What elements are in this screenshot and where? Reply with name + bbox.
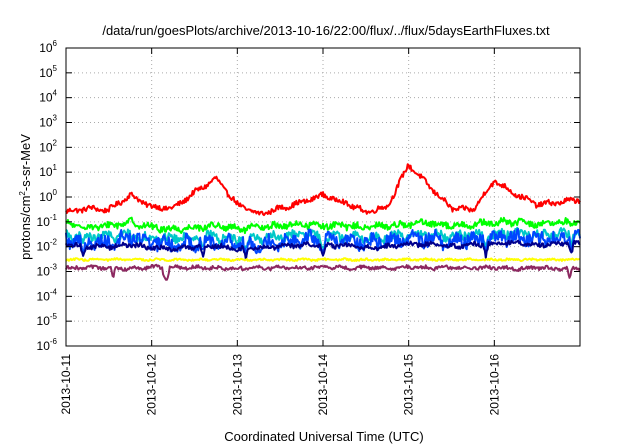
y-tick-label: 105 [39, 64, 57, 80]
y-tick-base: 10 [39, 116, 53, 130]
x-tick-label: 2013-10-13 [230, 354, 244, 416]
y-tick-exponent: 4 [53, 89, 58, 98]
x-tick-label: 2013-10-12 [145, 354, 159, 416]
y-axis-label-rest: -s-sr-MeV [18, 134, 33, 191]
axes: 10-610-510-410-310-210-11001011021031041… [37, 39, 580, 415]
y-tick-label: 102 [39, 138, 57, 154]
y-tick-exponent: -6 [50, 337, 58, 346]
x-tick-label: 2013-10-11 [59, 354, 73, 415]
y-tick-exponent: 0 [53, 188, 58, 197]
y-axis-label-main: protons/cm [18, 196, 33, 260]
y-tick-exponent: 3 [53, 114, 58, 123]
y-tick-label: 101 [39, 163, 57, 179]
y-tick-label: 10-2 [37, 238, 58, 254]
y-tick-label: 106 [39, 39, 57, 55]
y-tick-exponent: 5 [53, 64, 58, 73]
x-axis-label: Coordinated Universal Time (UTC) [224, 429, 423, 444]
y-tick-base: 10 [39, 91, 53, 105]
y-tick-base: 10 [37, 240, 51, 254]
y-tick-base: 10 [37, 289, 51, 303]
y-tick-label: 10-3 [37, 263, 58, 279]
y-tick-exponent: 6 [53, 39, 58, 48]
y-tick-label: 10-5 [37, 312, 58, 328]
y-tick-exponent: -3 [50, 263, 58, 272]
y-tick-label: 104 [39, 89, 57, 105]
series-line-4 [65, 228, 581, 259]
y-tick-base: 10 [37, 339, 51, 353]
y-tick-exponent: -4 [50, 287, 58, 296]
x-tick-label: 2013-10-15 [402, 354, 416, 416]
y-tick-exponent: -2 [50, 238, 58, 247]
y-tick-base: 10 [37, 265, 51, 279]
series-line-3 [65, 226, 581, 252]
y-tick-exponent: -5 [50, 312, 58, 321]
series-line-6 [65, 257, 581, 263]
y-tick-exponent: -1 [50, 213, 58, 222]
y-tick-base: 10 [39, 66, 53, 80]
x-tick-label: 2013-10-16 [487, 354, 501, 416]
y-tick-base: 10 [37, 215, 51, 229]
y-tick-label: 10-6 [37, 337, 58, 353]
y-tick-label: 10-4 [37, 287, 58, 303]
y-tick-label: 103 [39, 114, 57, 130]
y-tick-base: 10 [39, 41, 53, 55]
y-axis-label: protons/cm2-s-sr-MeV [18, 134, 33, 260]
y-tick-base: 10 [39, 190, 53, 204]
y-tick-base: 10 [37, 314, 51, 328]
y-tick-label: 100 [39, 188, 57, 204]
y-tick-base: 10 [39, 140, 53, 154]
x-tick-label: 2013-10-14 [316, 354, 330, 416]
series-line-1 [65, 163, 581, 217]
chart-title: /data/run/goesPlots/archive/2013-10-16/2… [102, 23, 550, 38]
y-tick-base: 10 [39, 165, 53, 179]
y-tick-label: 10-1 [37, 213, 58, 229]
series-line-5 [65, 239, 581, 261]
series-line-7 [65, 263, 581, 281]
y-axis-label-sup: 2 [18, 191, 27, 196]
series-line-2 [65, 216, 581, 235]
series-group [65, 163, 581, 281]
y-tick-exponent: 1 [53, 163, 58, 172]
y-tick-exponent: 2 [53, 138, 58, 147]
